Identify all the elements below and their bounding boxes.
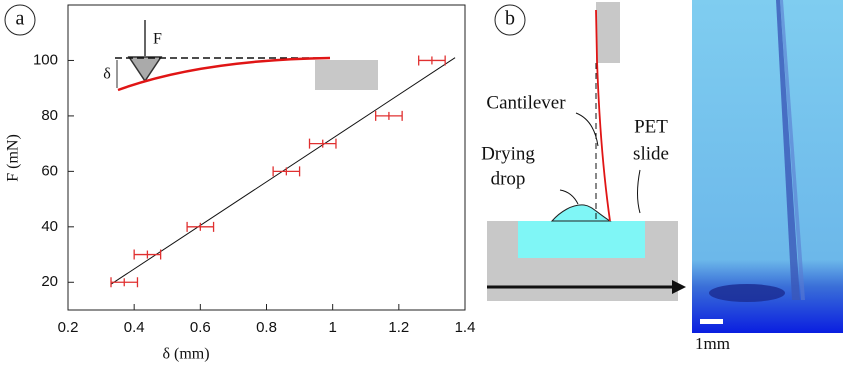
liquid bbox=[518, 221, 645, 258]
x-tick-label: 0.8 bbox=[256, 319, 277, 336]
panel-label: a bbox=[16, 8, 25, 30]
clamp bbox=[596, 2, 620, 63]
plot-frame bbox=[67, 4, 466, 311]
cantilever bbox=[595, 9, 611, 222]
x-tick-label: 1.4 bbox=[455, 319, 476, 336]
drop-label: Drying bbox=[481, 143, 535, 164]
scale-bar bbox=[700, 319, 723, 324]
support bbox=[315, 60, 378, 90]
pointer bbox=[575, 112, 599, 147]
slide-label: slide bbox=[633, 143, 669, 164]
force-label: F bbox=[153, 31, 162, 48]
deflection-curve bbox=[117, 56, 331, 92]
y-tick-label: 80 bbox=[41, 107, 58, 124]
y-tick-label: 40 bbox=[41, 218, 58, 235]
x-tick-label: 1.2 bbox=[388, 319, 409, 336]
schematic: Cantilever Drying drop PET slide bbox=[481, 2, 686, 301]
arrowhead bbox=[672, 280, 686, 294]
cantilever-label: Cantilever bbox=[486, 92, 566, 113]
panel-label: b bbox=[505, 8, 515, 30]
x-tick-label: 1 bbox=[328, 319, 336, 336]
y-tick-label: 60 bbox=[41, 162, 58, 179]
slide-label: PET bbox=[634, 116, 668, 137]
inset: F δ bbox=[103, 20, 378, 92]
photo-background bbox=[692, 0, 843, 333]
pointer bbox=[559, 189, 579, 205]
panel-badge bbox=[494, 4, 526, 36]
y-tick-label: 20 bbox=[41, 273, 58, 290]
indenter bbox=[127, 56, 163, 83]
x-axis-label: δ (mm) bbox=[162, 346, 209, 363]
y-tick-label: 100 bbox=[33, 51, 58, 68]
x-tick-label: 0.2 bbox=[58, 319, 79, 336]
cantilever-image bbox=[780, 0, 805, 300]
y-axis-label: F (mN) bbox=[5, 134, 22, 182]
delta-label: δ bbox=[103, 66, 111, 83]
cantilever-image bbox=[776, 0, 800, 300]
x-tick-label: 0.4 bbox=[124, 319, 145, 336]
x-tick-label: 0.6 bbox=[190, 319, 211, 336]
drop-image bbox=[709, 284, 785, 302]
panel-badge bbox=[4, 4, 36, 36]
pointer bbox=[637, 169, 641, 214]
drop bbox=[550, 204, 612, 222]
scale-label: 1mm bbox=[695, 334, 730, 353]
photo: 1mm bbox=[692, 0, 843, 353]
drop-label: drop bbox=[491, 168, 526, 189]
